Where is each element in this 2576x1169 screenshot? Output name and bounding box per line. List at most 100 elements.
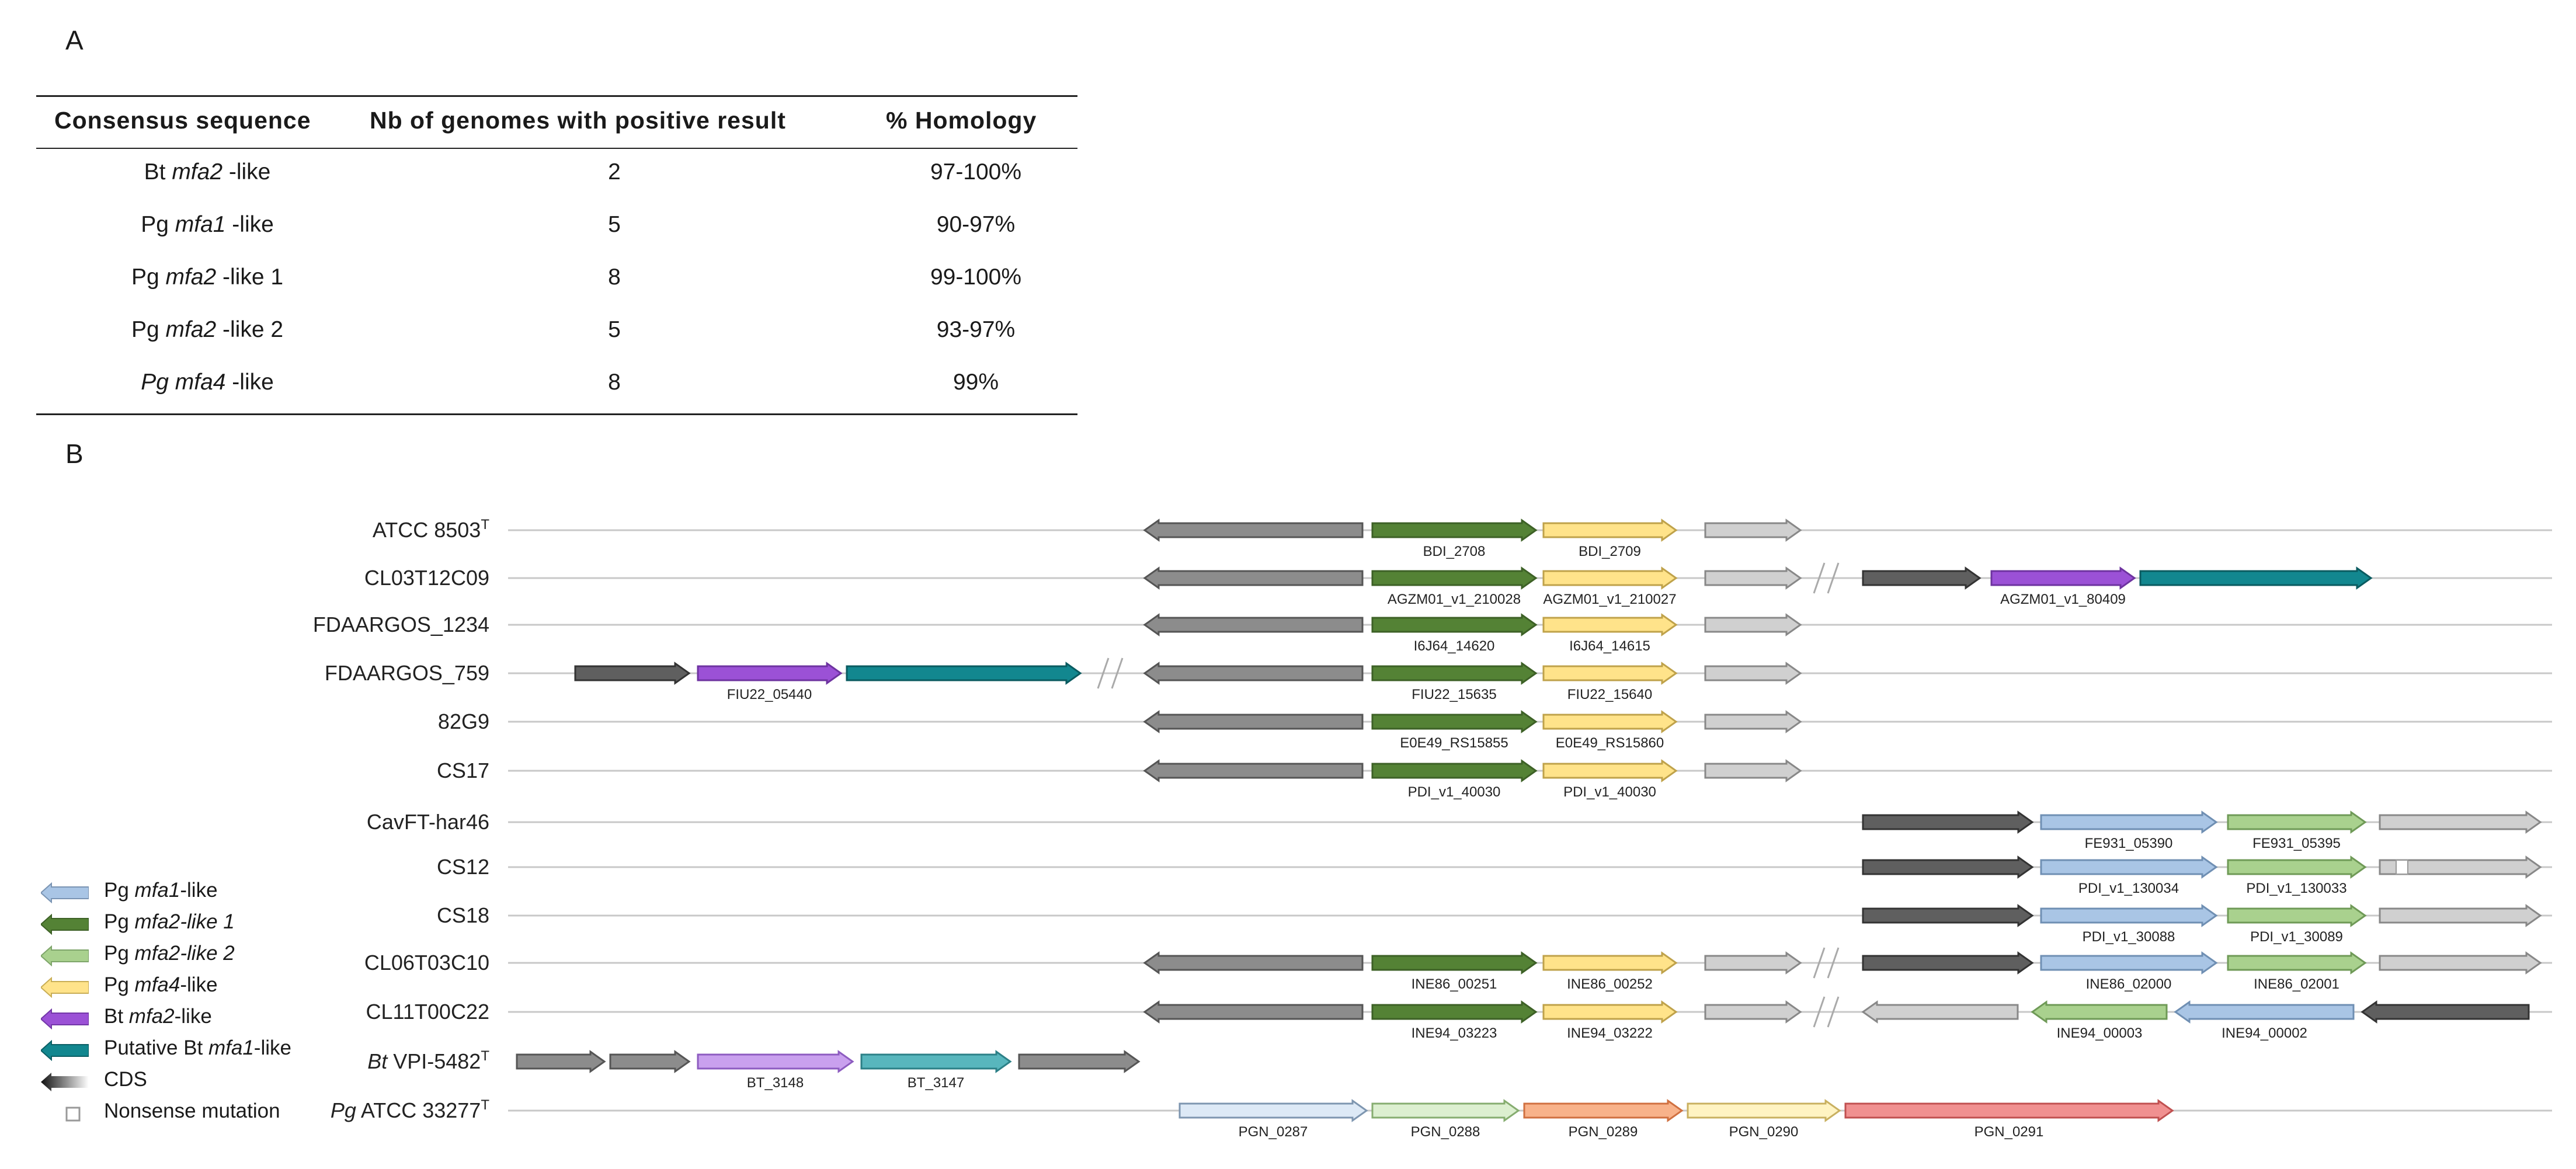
pg-mfa2-like-1-gene [1371, 951, 1538, 975]
break-mark [1827, 996, 1840, 1028]
putative-bt-mfa1-like-gene [2139, 566, 2373, 590]
pg-mfa2-like-2-gene [2031, 1000, 2168, 1024]
gene-arrow [1143, 662, 1364, 685]
header-consensus-sequence: Consensus sequence [54, 107, 311, 134]
homology-cell: 93-97% [936, 317, 1016, 342]
locus-tag-label: FIU22_15640 [1567, 687, 1652, 702]
table-header-rule [36, 148, 1077, 149]
gene-arrow [1862, 951, 2034, 975]
gene-arrow [2379, 810, 2542, 834]
strain-label: CL06T03C10 [364, 951, 489, 975]
table-row: Pg mfa2 -like 2 5 93-97% [36, 307, 1077, 359]
strain-label: 82G9 [438, 709, 489, 733]
homology-cell: 97-100% [930, 159, 1022, 185]
cds-gradient-arrow-icon [41, 1073, 89, 1091]
break-mark [1813, 562, 1826, 594]
gene-arrow [1143, 951, 1364, 975]
gene-arrow [1862, 566, 1981, 590]
homology-cell: 99-100% [930, 265, 1022, 290]
left-arrow-icon [41, 945, 89, 966]
locus-tag-label: PDI_v1_30089 [2250, 929, 2343, 945]
pg-mfa2-like-1-gene [1371, 759, 1538, 782]
strain-label: CS18 [437, 903, 489, 927]
pg-mfa4-like-gene [1542, 759, 1678, 782]
strain-label: Pg ATCC 33277T [331, 1097, 490, 1122]
bt-mfa2-like-gene [1990, 566, 2136, 590]
panel-label-b: B [65, 439, 84, 469]
gene-arrow [2379, 904, 2542, 927]
consensus-cell: Bt mfa2 -like [144, 159, 271, 185]
gene-arrow [1143, 759, 1364, 782]
table-row: Pg mfa1 -like 5 90-97% [36, 201, 1077, 254]
header-homology: % Homology [886, 107, 1037, 134]
strain-label: CL03T12C09 [364, 566, 489, 590]
table-bottom-rule [36, 413, 1077, 415]
pg-mfa4-like-gene [1542, 566, 1678, 590]
consensus-cell: Pg mfa2 -like 2 [131, 317, 284, 342]
gene-arrow [1143, 710, 1364, 733]
locus-tag-label: FE931_05395 [2252, 836, 2341, 851]
locus-tag-label: INE86_02001 [2254, 976, 2339, 992]
count-cell: 5 [608, 212, 621, 237]
pg-gene [1844, 1099, 2174, 1122]
gene-arrow [1704, 1000, 1802, 1024]
putative-bt-mfa1-like-gene [860, 1050, 1012, 1073]
pg-mfa1-like-gene [2040, 904, 2218, 927]
gene-arrow [1704, 662, 1802, 685]
gene-arrow [1143, 566, 1364, 590]
pg-mfa4-like-gene [1542, 519, 1678, 542]
gene-arrow [1862, 810, 2034, 834]
table-top-rule [36, 95, 1077, 97]
consensus-cell: Pg mfa4 -like [141, 370, 274, 395]
gene-arrow [609, 1050, 691, 1073]
locus-tag-label: E0E49_RS15855 [1400, 735, 1508, 751]
pg-mfa1-gene [1179, 1099, 1368, 1122]
locus-tag-label: I6J64_14615 [1569, 638, 1650, 654]
gene-arrow [1143, 519, 1364, 542]
pg-mfa2-like-2-gene [2227, 810, 2367, 834]
left-arrow-icon [41, 914, 89, 935]
strain-label: CS17 [437, 759, 489, 782]
strain-label: FDAARGOS_759 [325, 661, 489, 685]
pg-mfa2-like-1-gene [1371, 662, 1538, 685]
locus-tag-label: INE94_03222 [1567, 1025, 1653, 1041]
gene-arrow [1861, 1000, 2019, 1024]
locus-tag-label: INE94_03223 [1412, 1025, 1497, 1041]
gene-arrow [516, 1050, 606, 1073]
locus-tag-label: BT_3147 [908, 1075, 964, 1091]
locus-tag-label: PDI_v1_40030 [1408, 784, 1501, 800]
count-cell: 8 [608, 370, 621, 395]
gene-arrow [2379, 951, 2542, 975]
pg-mfa2-like-2-gene [2227, 951, 2367, 975]
left-arrow-icon [41, 1008, 89, 1029]
gene-arrow [1862, 904, 2034, 927]
break-mark [1827, 562, 1840, 594]
count-cell: 8 [608, 265, 621, 290]
gene-arrow [574, 662, 691, 685]
locus-tag-label: PGN_0289 [1569, 1124, 1638, 1140]
pg-mfa4-like-gene [1542, 662, 1678, 685]
strain-label: ATCC 8503T [373, 517, 489, 542]
locus-tag-label: INE86_02000 [2086, 976, 2172, 992]
consensus-cell: Pg mfa1 -like [141, 212, 274, 237]
pg-mfa2-gene [1371, 1099, 1520, 1122]
locus-tag-label: FE931_05390 [2085, 836, 2173, 851]
locus-tag-label: PGN_0290 [1729, 1124, 1799, 1140]
pg-mfa1-like-gene [2040, 810, 2218, 834]
locus-tag-label: INE94_00003 [2057, 1025, 2143, 1041]
locus-tag-label: BDI_2709 [1579, 544, 1641, 559]
homology-cell: 99% [952, 370, 999, 395]
gene-arrow [1704, 519, 1802, 542]
locus-tag-label: AGZM01_v1_210027 [1543, 592, 1676, 607]
locus-tag-label: PDI_v1_30088 [2083, 929, 2175, 945]
locus-tag-label: FIU22_15635 [1412, 687, 1496, 702]
locus-tag-label: BDI_2708 [1423, 544, 1486, 559]
break-mark [1813, 947, 1826, 979]
pg-mfa1-like-gene [2040, 855, 2218, 879]
left-arrow-icon [41, 882, 89, 903]
header-genome-count: Nb of genomes with positive result [370, 107, 786, 134]
locus-tag-label: PGN_0291 [1974, 1124, 2044, 1140]
strain-label: CavFT-har46 [367, 810, 489, 834]
consensus-cell: Pg mfa2 -like 1 [131, 265, 284, 290]
strain-label: CS12 [437, 855, 489, 879]
